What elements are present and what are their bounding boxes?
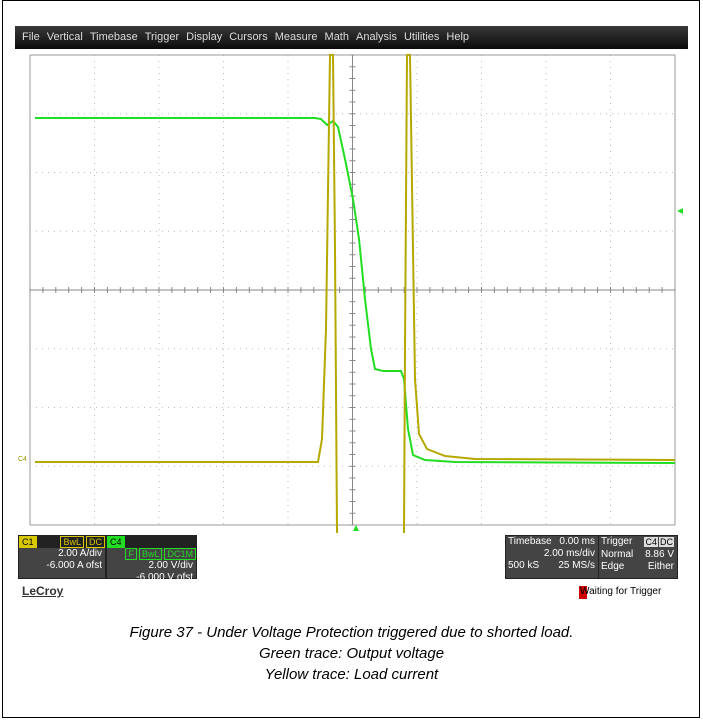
timebase-delay: 0.00 ms <box>559 536 595 548</box>
trigger-type: Edge <box>601 561 624 573</box>
menu-item[interactable]: Utilities <box>404 31 439 43</box>
timebase-samples: 500 kS <box>508 560 539 572</box>
trigger-mode: Normal <box>601 549 633 561</box>
menu-item[interactable]: Cursors <box>229 31 268 43</box>
status: Waiting for Trigger <box>580 586 661 597</box>
caption-line: Figure 37 - Under Voltage Protection tri… <box>0 624 703 641</box>
timebase-rate: 25 MS/s <box>558 560 595 572</box>
menu-bar: File Vertical Timebase Trigger Display Cursor… <box>15 26 688 49</box>
menu-item[interactable]: Measure <box>275 31 318 43</box>
channel-label: C4 <box>107 536 125 548</box>
timebase-scale: 2.00 ms/div <box>506 548 598 560</box>
channel-scale: 2.00 A/div <box>19 548 105 560</box>
trigger-slope: Either <box>648 561 674 573</box>
menu-item[interactable]: Math <box>325 31 349 43</box>
menu-item[interactable]: Vertical <box>47 31 83 43</box>
caption-line: Yellow trace: Load current <box>0 666 703 683</box>
menu-item[interactable]: Timebase <box>90 31 138 43</box>
caption-line: Green trace: Output voltage <box>0 645 703 662</box>
trigger-level: 8.86 V <box>645 549 674 561</box>
menu-item[interactable]: Display <box>186 31 222 43</box>
channel-tag: DC1M <box>164 548 196 560</box>
menu-item[interactable]: Help <box>446 31 469 43</box>
channel-offset: -6.000 A ofst <box>19 560 105 572</box>
channel-tag: F <box>125 548 137 560</box>
channel-tag: DC <box>86 536 105 548</box>
trace-marker: C4 <box>18 456 27 463</box>
trigger-label: Trigger <box>601 536 632 549</box>
channel-offset: -6.000 V ofst <box>107 572 196 584</box>
channel-label: C1 <box>19 536 37 548</box>
menu-item[interactable]: Trigger <box>145 31 179 43</box>
menu-item[interactable]: File <box>22 31 40 43</box>
trigger-tag: C4 <box>644 537 658 547</box>
timebase-label: Timebase <box>508 536 552 548</box>
brand: LeCroy <box>22 584 63 598</box>
trigger-tag: DC <box>659 537 674 547</box>
channel-tag: BwL <box>60 536 84 548</box>
menu-item[interactable]: Analysis <box>356 31 397 43</box>
channel-tag: BwL <box>139 548 163 560</box>
page: File Vertical Timebase Trigger Display Cursor… <box>0 0 703 725</box>
scope-screen: C4 <box>15 49 688 533</box>
timebase-box: Timebase 0.00 ms 2.00 ms/div 500 kS 25 MS/… <box>505 535 599 579</box>
